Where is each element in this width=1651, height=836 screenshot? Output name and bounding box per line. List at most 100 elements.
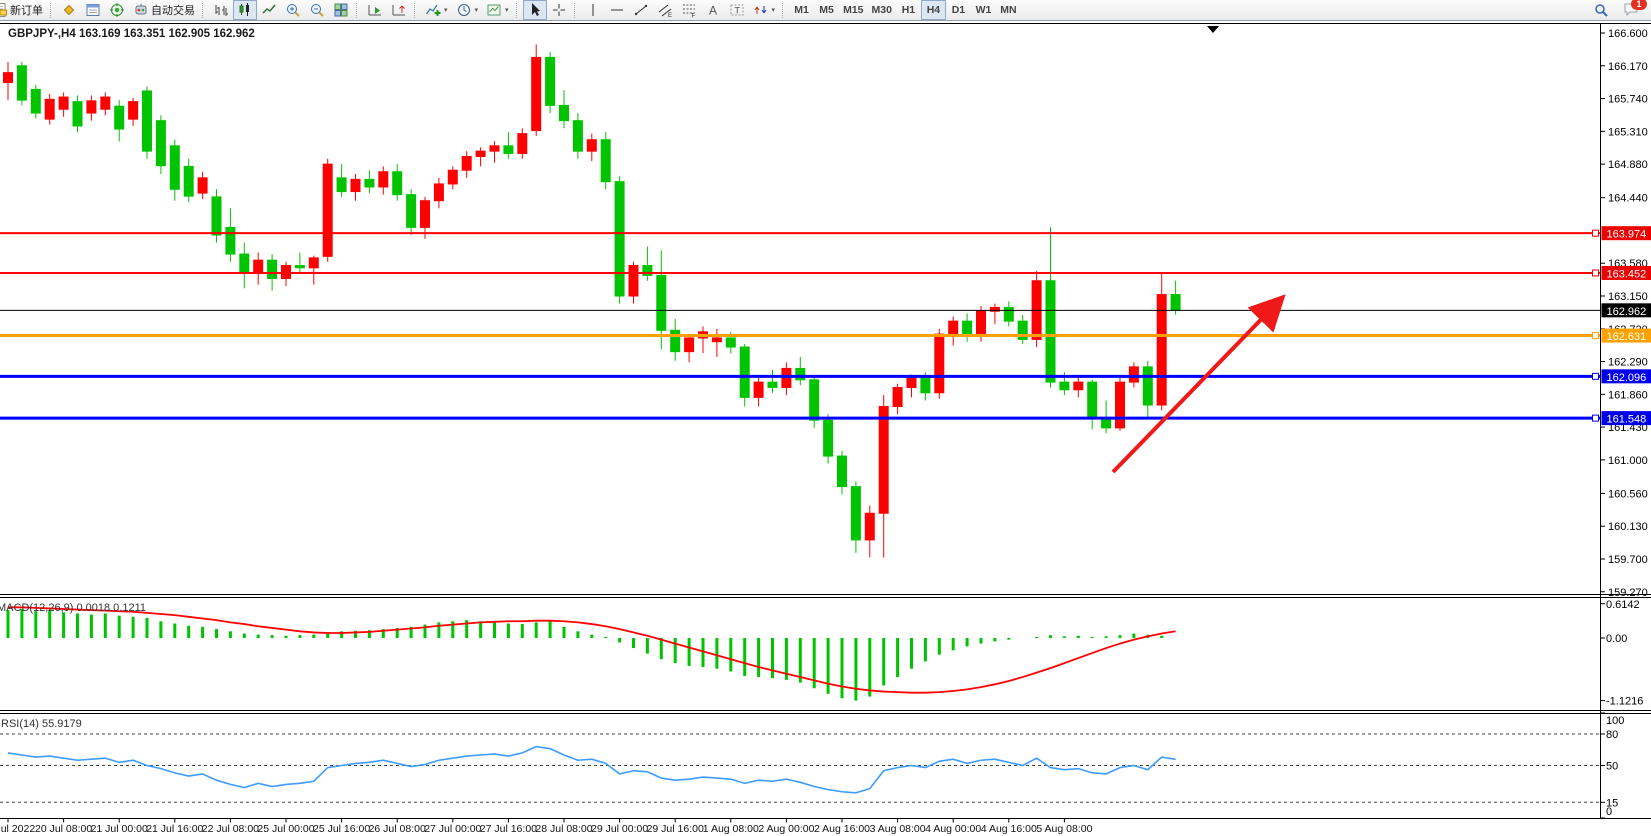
navigator-button[interactable] <box>105 0 129 20</box>
new-order-label: 新订单 <box>10 5 43 17</box>
arrows-icon <box>753 2 769 18</box>
autotrade-label: 自动交易 <box>151 5 195 17</box>
search-icon <box>1593 2 1609 18</box>
svg-text:166.600: 166.600 <box>1608 28 1648 40</box>
chart-shift-button[interactable] <box>387 0 411 20</box>
market-watch-icon <box>61 2 77 18</box>
timeframe-button-m30[interactable]: M30 <box>868 0 896 20</box>
svg-text:161.000: 161.000 <box>1608 455 1648 467</box>
toolbar-right: 1 <box>1589 0 1651 20</box>
timeframe-button-w1[interactable]: W1 <box>971 0 996 20</box>
tile-windows-button[interactable] <box>329 0 353 20</box>
autotrade-button[interactable]: 自动交易 <box>129 0 199 20</box>
svg-text:159.700: 159.700 <box>1608 554 1648 566</box>
trendline-tool-button[interactable] <box>629 0 653 20</box>
search-button[interactable] <box>1589 0 1613 20</box>
svg-text:25 Jul 16:00: 25 Jul 16:00 <box>313 823 370 835</box>
equidistant-channel-tool-button[interactable]: E <box>653 0 677 20</box>
text-tool-button[interactable]: A <box>701 0 725 20</box>
template-icon <box>486 2 502 18</box>
fibonacci-tool-button[interactable]: F <box>677 0 701 20</box>
timeframe-button-h4[interactable]: H4 <box>920 0 946 20</box>
data-window-button[interactable] <box>81 0 105 20</box>
autotrade-icon <box>133 2 149 18</box>
cursor-button[interactable] <box>522 0 547 20</box>
svg-text:80: 80 <box>1606 729 1618 741</box>
chevron-down-icon: ▾ <box>444 7 448 14</box>
rsi-label: RSI(14) 55.9179 <box>1 718 82 730</box>
svg-text:1 Aug 08:00: 1 Aug 08:00 <box>703 823 759 835</box>
svg-text:21 Jul 00:00: 21 Jul 00:00 <box>91 823 148 835</box>
zoom-out-button[interactable] <box>305 0 329 20</box>
navigator-icon <box>109 2 125 18</box>
trend-arrow-annotation <box>1111 294 1286 474</box>
svg-text:5 Aug 08:00: 5 Aug 08:00 <box>1036 823 1092 835</box>
svg-text:164.440: 164.440 <box>1608 193 1648 205</box>
chart-canvas[interactable]: 166.600 166.170 165.740 165.310 164.880 164.4… <box>0 21 1651 836</box>
templates-button[interactable]: ▾ <box>482 0 513 20</box>
svg-text:165.310: 165.310 <box>1608 126 1648 138</box>
zoom-in-icon <box>285 2 301 18</box>
svg-text:20 Jul 2022: 20 Jul 2022 <box>0 823 35 835</box>
crosshair-icon <box>551 2 567 18</box>
vertical-line-tool-button[interactable] <box>581 0 605 20</box>
svg-text:3 Aug 08:00: 3 Aug 08:00 <box>870 823 926 835</box>
fibonacci-icon: F <box>681 2 697 18</box>
chevron-down-icon: ▾ <box>771 7 776 14</box>
macd-label: MACD(12,26,9) 0.0018 0.1211 <box>0 602 146 614</box>
timeframe-button-mn[interactable]: MN <box>996 0 1021 20</box>
bar-chart-icon <box>213 2 229 18</box>
price-axis: 166.600 166.170 165.740 165.310 164.880 164.4… <box>1600 28 1651 819</box>
timeframe-button-m15[interactable]: M15 <box>839 0 867 20</box>
price-chart[interactable]: 166.600 166.170 165.740 165.310 164.880 164.4… <box>0 21 1651 836</box>
svg-text:165.740: 165.740 <box>1608 94 1648 106</box>
svg-text:164.880: 164.880 <box>1608 159 1648 171</box>
toolbar-separator <box>356 2 360 18</box>
notification-badge: 1 <box>1631 0 1647 10</box>
periods-button[interactable]: ▾ <box>452 0 483 20</box>
timeframe-button-m1[interactable]: M1 <box>789 0 814 20</box>
line-chart-icon <box>261 2 277 18</box>
svg-text:27 Jul 16:00: 27 Jul 16:00 <box>480 823 537 835</box>
trendline-icon <box>633 2 649 18</box>
macd-signal-line <box>8 606 1176 694</box>
svg-text:29 Jul 00:00: 29 Jul 00:00 <box>591 823 648 835</box>
svg-text:29 Jul 16:00: 29 Jul 16:00 <box>647 823 704 835</box>
channel-icon: E <box>657 2 673 18</box>
svg-text:A: A <box>709 4 717 18</box>
shift-marker-icon <box>1207 26 1219 33</box>
crosshair-button[interactable] <box>547 0 571 20</box>
market-watch-button[interactable] <box>57 0 81 20</box>
toolbar-separator <box>50 2 54 18</box>
svg-text:27 Jul 00:00: 27 Jul 00:00 <box>424 823 481 835</box>
horizontal-line-icon <box>609 2 625 18</box>
svg-text:162.290: 162.290 <box>1608 357 1648 369</box>
svg-text:162.631: 162.631 <box>1607 331 1647 343</box>
new-order-button[interactable]: 新订单 <box>0 0 47 20</box>
timeframe-toolbar: M1 M5 M15 M30 H1 H4 D1 W1 MN <box>789 0 1021 20</box>
text-label-tool-button[interactable]: T <box>725 0 749 20</box>
rsi-line <box>7 745 1176 794</box>
arrows-tool-button[interactable]: ▾ <box>749 0 780 20</box>
zoom-in-button[interactable] <box>281 0 305 20</box>
rsi-panel <box>0 733 1600 803</box>
timeframe-button-m5[interactable]: M5 <box>814 0 839 20</box>
svg-text:T: T <box>734 6 740 16</box>
svg-text:28 Jul 08:00: 28 Jul 08:00 <box>535 823 592 835</box>
timeframe-button-h1[interactable]: H1 <box>896 0 921 20</box>
chevron-down-icon: ▾ <box>474 7 479 14</box>
svg-text:162.962: 162.962 <box>1607 306 1647 318</box>
svg-text:161.548: 161.548 <box>1607 414 1647 426</box>
timeframe-button-d1[interactable]: D1 <box>946 0 971 20</box>
auto-scroll-button[interactable] <box>363 0 387 20</box>
toolbar-separator <box>202 2 206 18</box>
chart-candles-button[interactable] <box>233 0 257 20</box>
candlestick-chart-icon <box>237 2 253 18</box>
indicators-button[interactable]: ▾ <box>421 0 452 20</box>
horizontal-line-tool-button[interactable] <box>605 0 629 20</box>
chart-line-button[interactable] <box>257 0 281 20</box>
auto-scroll-icon <box>367 2 383 18</box>
chart-bars-button[interactable] <box>209 0 233 20</box>
svg-text:0: 0 <box>1606 806 1612 818</box>
